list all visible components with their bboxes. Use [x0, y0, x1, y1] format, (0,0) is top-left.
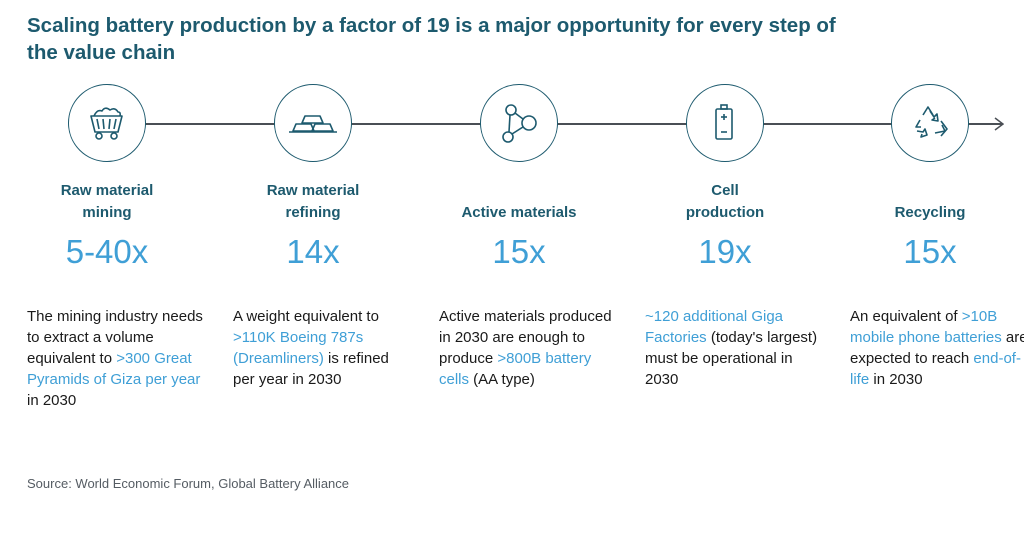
molecule-icon — [480, 84, 558, 162]
highlighted-text: ~120 additional Giga Factories — [645, 308, 784, 346]
description-text: is refined per year in 2030 — [233, 350, 389, 388]
description-text: A weight equivalent to — [233, 308, 379, 325]
description-text: An equivalent of — [850, 308, 962, 325]
description-text: (today's largest) must be operational in… — [645, 329, 818, 388]
metal-bars-icon — [274, 84, 352, 162]
source-note: Source: World Economic Forum, Global Bat… — [27, 476, 350, 491]
stage-value-refining: 14x — [286, 233, 340, 270]
highlighted-text: >800B battery cells — [439, 350, 592, 388]
stage-value-mining: 5-40x — [65, 233, 149, 270]
stage-desc-active-materials: Active materials produced in 2030 are en… — [439, 306, 619, 390]
stage-label-recycling: Recycling — [894, 204, 966, 221]
description-text: The mining industry needs to extract a v… — [27, 308, 203, 367]
recycle-icon — [891, 84, 969, 162]
description-text: in 2030 — [869, 371, 923, 388]
highlighted-text: >110K Boeing 787s (Dreamliners) — [233, 329, 364, 367]
stage-value-active-materials: 15x — [492, 233, 546, 270]
description-text: Active materials produced in 2030 are en… — [439, 308, 612, 367]
mining-cart-icon — [68, 84, 146, 162]
description-text: are expected to reach — [850, 329, 1024, 367]
stage-label-refining: Raw material refining — [266, 182, 360, 221]
highlighted-text: end-of-life — [850, 350, 1021, 388]
battery-icon — [686, 84, 764, 162]
stage-label-mining: Raw material mining — [60, 182, 154, 221]
highlighted-text: >300 Great Pyramids of Giza per year — [27, 350, 201, 388]
highlighted-text: >10B mobile phone batteries — [850, 308, 1002, 346]
description-text: (AA type) — [469, 371, 535, 388]
stage-value-cell-production: 19x — [698, 233, 752, 270]
stage-label-cell-production: Cell production — [685, 182, 765, 221]
timeline-arrow-icon — [994, 117, 1004, 131]
stage-desc-refining: A weight equivalent to >110K Boeing 787s… — [233, 306, 413, 390]
description-text: in 2030 — [27, 392, 77, 409]
stage-desc-cell-production: ~120 additional Giga Factories (today's … — [645, 306, 825, 390]
stage-label-active-materials: Active materials — [461, 204, 577, 221]
stage-desc-mining: The mining industry needs to extract a v… — [27, 306, 207, 411]
stage-value-recycling: 15x — [903, 233, 957, 270]
stage-desc-recycling: An equivalent of >10B mobile phone batte… — [850, 306, 1024, 390]
chart-title: Scaling battery production by a factor o… — [27, 14, 836, 64]
